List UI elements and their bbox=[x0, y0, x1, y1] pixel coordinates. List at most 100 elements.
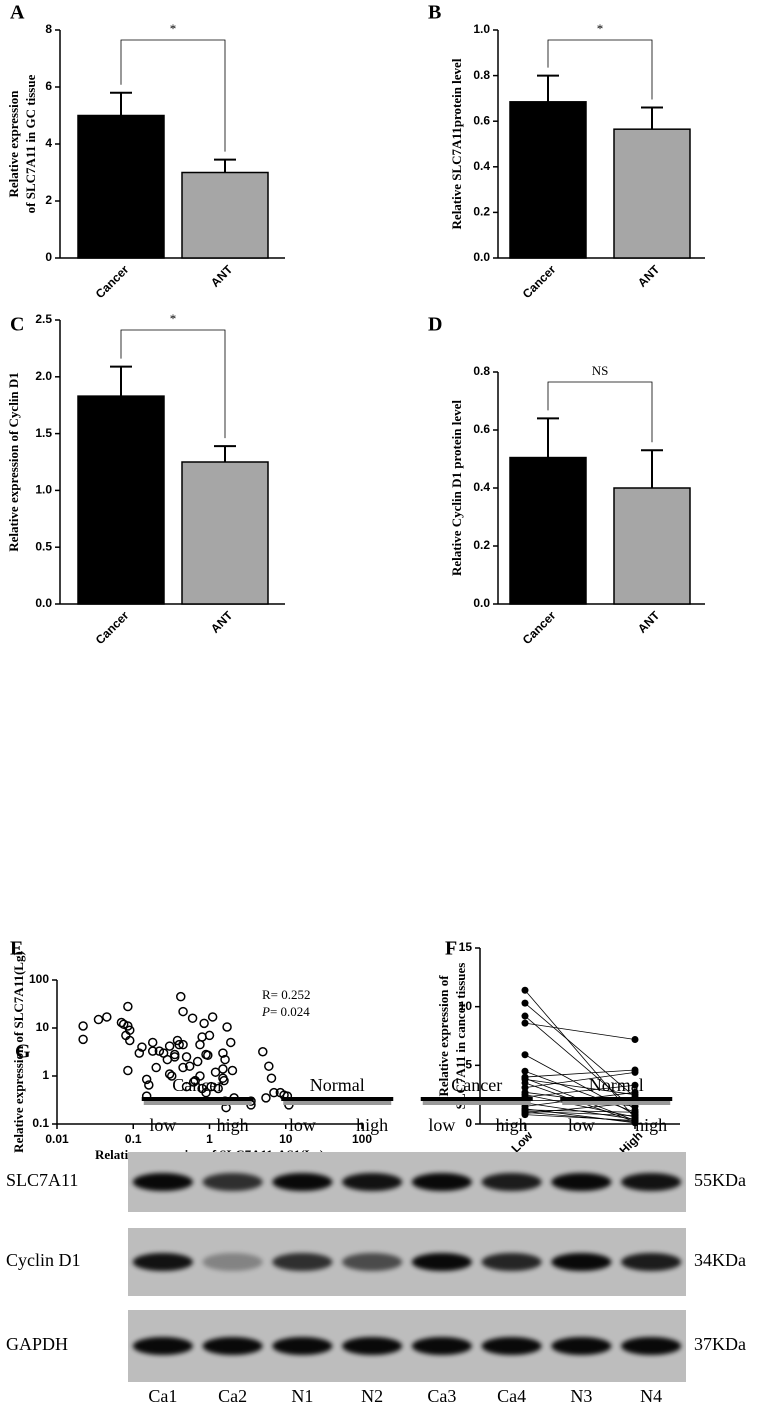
group-label: Cancer bbox=[451, 1075, 502, 1095]
group-bar bbox=[560, 1097, 673, 1101]
point bbox=[258, 1047, 268, 1057]
pair-line bbox=[524, 1084, 636, 1098]
band bbox=[411, 1173, 472, 1191]
lane-label: low bbox=[428, 1115, 455, 1135]
point bbox=[631, 1116, 639, 1124]
point bbox=[195, 1039, 205, 1050]
point bbox=[181, 1052, 192, 1062]
group-bar-shade bbox=[143, 1101, 252, 1105]
point bbox=[125, 1035, 135, 1046]
point bbox=[218, 1048, 228, 1058]
point bbox=[147, 1037, 158, 1048]
x-tick-label: ANT bbox=[635, 262, 663, 290]
y-tick-label: 1 bbox=[42, 1068, 49, 1082]
lane-label: high bbox=[217, 1115, 249, 1135]
point bbox=[204, 1030, 215, 1041]
bar bbox=[77, 114, 165, 259]
panel-label: F bbox=[445, 938, 457, 960]
point bbox=[521, 1051, 529, 1059]
point bbox=[222, 1022, 232, 1032]
y-tick-label: 0.6 bbox=[473, 113, 490, 127]
point bbox=[264, 1061, 274, 1071]
y-axis-label: Relative expression bbox=[6, 90, 21, 198]
pair-line bbox=[524, 989, 636, 1119]
point bbox=[78, 1021, 88, 1031]
sample-label: Ca2 bbox=[218, 1386, 247, 1406]
y-axis-label: Relative Cyclin D1 protein level bbox=[449, 400, 464, 576]
pair-line bbox=[524, 1079, 636, 1096]
bar bbox=[509, 456, 587, 605]
point bbox=[167, 1071, 177, 1081]
p-value: P= 0.024 bbox=[261, 1004, 310, 1019]
point bbox=[78, 1034, 88, 1045]
bar bbox=[181, 171, 269, 259]
group-bar bbox=[281, 1097, 394, 1101]
point bbox=[631, 1068, 639, 1076]
x-tick-label: 0.01 bbox=[45, 1132, 69, 1146]
panel-label: B bbox=[428, 2, 441, 24]
band bbox=[202, 1173, 263, 1191]
band bbox=[202, 1253, 263, 1271]
band bbox=[132, 1173, 193, 1191]
point bbox=[199, 1018, 209, 1029]
y-tick-label: 8 bbox=[45, 22, 52, 36]
significance-label: * bbox=[170, 311, 177, 326]
band bbox=[481, 1337, 542, 1355]
y-tick-label: 15 bbox=[459, 940, 473, 954]
pair-line bbox=[524, 1111, 636, 1123]
protein-label: SLC7A11 bbox=[6, 1170, 78, 1190]
point bbox=[176, 991, 186, 1002]
sample-label: Ca1 bbox=[148, 1386, 177, 1406]
point bbox=[521, 986, 529, 994]
y-tick-label: 0.2 bbox=[473, 538, 490, 552]
y-tick-label: 0.6 bbox=[473, 422, 490, 436]
point bbox=[93, 1014, 104, 1025]
sample-label: N3 bbox=[570, 1386, 592, 1406]
point bbox=[521, 1019, 529, 1027]
band bbox=[202, 1337, 263, 1355]
point bbox=[125, 1025, 135, 1035]
significance-bracket bbox=[547, 39, 653, 100]
size-label: 55KDa bbox=[694, 1170, 746, 1190]
pair-line bbox=[524, 1002, 636, 1098]
y-tick-label: 0.8 bbox=[473, 364, 490, 378]
point bbox=[197, 1032, 207, 1042]
point bbox=[261, 1093, 271, 1103]
bar bbox=[77, 395, 165, 605]
r-value: R= 0.252 bbox=[262, 987, 311, 1002]
y-tick-label: 5 bbox=[465, 1058, 472, 1072]
y-tick-label: 0.0 bbox=[473, 596, 490, 610]
point bbox=[141, 1074, 152, 1085]
y-tick-label: 1.5 bbox=[35, 426, 52, 440]
band bbox=[132, 1253, 193, 1271]
y-tick-label: 0.0 bbox=[473, 250, 490, 264]
point bbox=[227, 1065, 238, 1076]
protein-label: GAPDH bbox=[6, 1334, 68, 1354]
y-tick-label: 0.8 bbox=[473, 68, 490, 82]
y-axis-label: Relative expression of Cyclin D1 bbox=[6, 372, 21, 552]
sample-label: N4 bbox=[640, 1386, 662, 1406]
point bbox=[123, 1065, 133, 1076]
y-axis-label: of SLC7A11 in GC tissue bbox=[23, 74, 38, 213]
point bbox=[151, 1062, 161, 1073]
panel-label: D bbox=[428, 314, 442, 336]
panel-label: C bbox=[10, 314, 24, 336]
bar bbox=[613, 128, 691, 259]
band bbox=[621, 1253, 682, 1271]
protein-label: Cyclin D1 bbox=[6, 1250, 81, 1270]
band bbox=[551, 1173, 612, 1191]
point bbox=[269, 1087, 279, 1098]
y-tick-label: 10 bbox=[459, 999, 473, 1013]
pair-line bbox=[524, 1071, 636, 1089]
lane-label: low bbox=[568, 1115, 595, 1135]
bar bbox=[181, 461, 269, 605]
significance-label: * bbox=[170, 21, 177, 36]
point bbox=[192, 1056, 203, 1067]
point bbox=[521, 1067, 529, 1075]
y-tick-label: 1.0 bbox=[473, 22, 490, 36]
y-tick-label: 2.5 bbox=[35, 312, 52, 326]
bar bbox=[509, 101, 587, 259]
sample-label: N2 bbox=[361, 1386, 383, 1406]
y-tick-label: 4 bbox=[45, 136, 52, 150]
